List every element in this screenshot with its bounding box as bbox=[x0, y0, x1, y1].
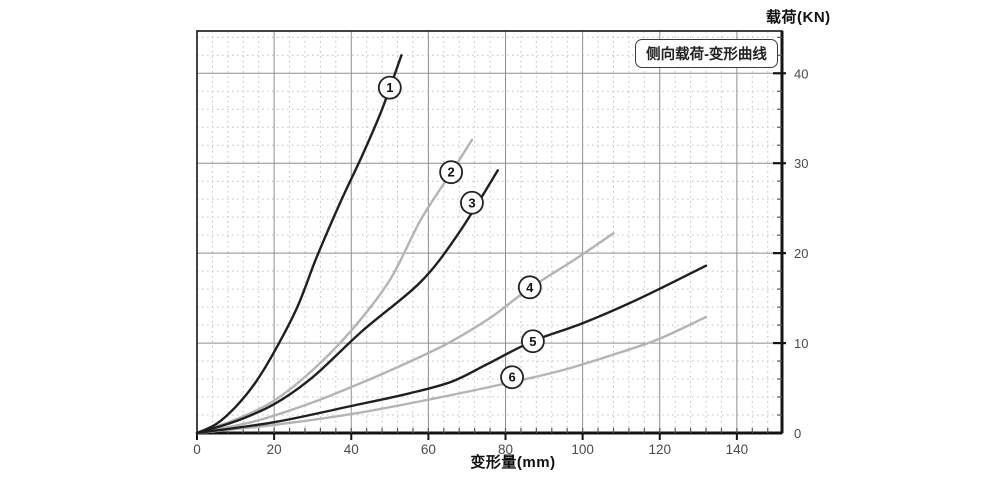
svg-text:140: 140 bbox=[726, 442, 749, 457]
curve-1 bbox=[195, 54, 403, 435]
svg-text:10: 10 bbox=[794, 336, 808, 351]
svg-text:20: 20 bbox=[794, 246, 808, 261]
svg-text:60: 60 bbox=[421, 442, 436, 457]
svg-text:20: 20 bbox=[267, 442, 282, 457]
curve-label-2: 2 bbox=[439, 160, 464, 185]
curve-label-4: 4 bbox=[517, 275, 542, 300]
curve-2 bbox=[195, 138, 474, 435]
x-axis-title: 变形量(mm) bbox=[470, 454, 556, 471]
svg-text:5: 5 bbox=[529, 334, 536, 349]
y-axis-title: 载荷(KN) bbox=[766, 9, 831, 26]
curve-label-5: 5 bbox=[520, 329, 545, 354]
curve-4 bbox=[195, 232, 615, 435]
curve-6 bbox=[195, 315, 708, 435]
curve-label-6: 6 bbox=[500, 365, 524, 390]
svg-text:2: 2 bbox=[448, 165, 455, 180]
curve-3 bbox=[195, 169, 499, 435]
ticks bbox=[196, 36, 786, 440]
svg-text:100: 100 bbox=[571, 442, 594, 457]
curve-label-3: 3 bbox=[460, 190, 484, 215]
svg-text:40: 40 bbox=[344, 442, 359, 457]
grid-minor bbox=[197, 31, 782, 433]
curve-label-1: 1 bbox=[377, 75, 402, 100]
grid-major bbox=[197, 31, 782, 433]
svg-text:0: 0 bbox=[193, 442, 201, 457]
x-tick-labels: 0 20 40 60 80 100 120 140 bbox=[193, 442, 748, 457]
svg-text:80: 80 bbox=[498, 442, 513, 457]
svg-text:0: 0 bbox=[794, 426, 801, 441]
svg-text:4: 4 bbox=[526, 280, 534, 295]
legend-box: 侧向载荷-变形曲线 bbox=[635, 39, 778, 68]
curve-5 bbox=[195, 264, 708, 435]
svg-text:1: 1 bbox=[386, 80, 393, 95]
legend-title: 侧向载荷-变形曲线 bbox=[646, 47, 767, 63]
y-tick-labels: 0 10 20 30 40 bbox=[794, 66, 808, 441]
svg-text:3: 3 bbox=[468, 195, 475, 210]
svg-text:30: 30 bbox=[794, 156, 808, 171]
svg-text:120: 120 bbox=[648, 442, 671, 457]
svg-text:40: 40 bbox=[794, 66, 808, 81]
svg-text:6: 6 bbox=[508, 370, 515, 385]
axes bbox=[196, 30, 784, 435]
